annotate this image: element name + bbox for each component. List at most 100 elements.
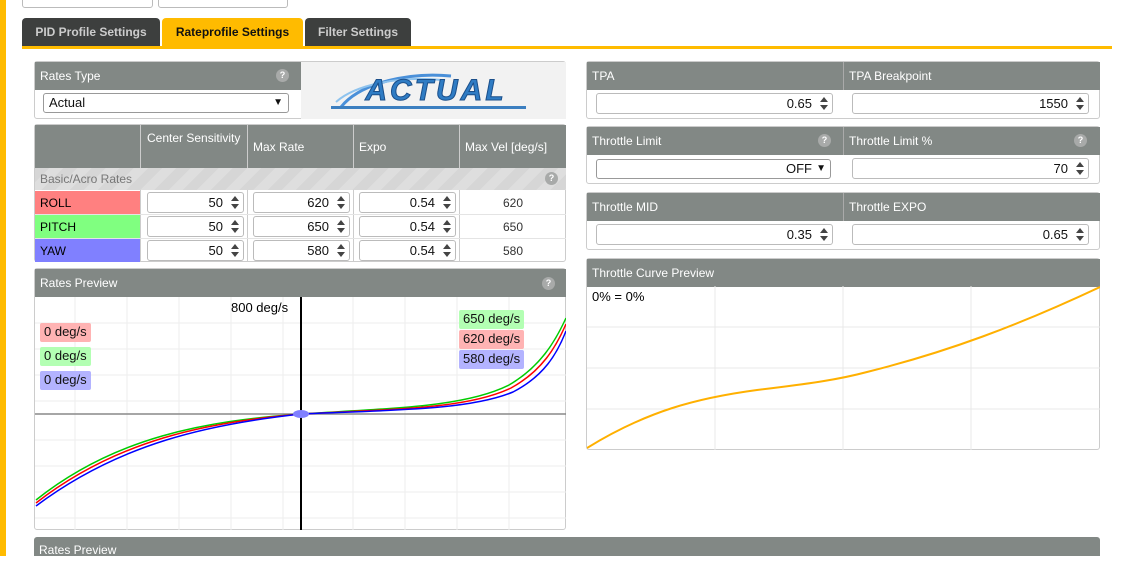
left-label: 0 deg/s [40, 371, 91, 390]
tab[interactable]: PID Profile Settings [22, 18, 160, 46]
help-icon[interactable]: ? [818, 134, 831, 147]
throttle-mid-box: Throttle MID 0.35 Throttle EXPO 0.65 [586, 192, 1100, 250]
help-icon[interactable]: ? [276, 69, 289, 82]
number-input[interactable]: 70 [852, 158, 1089, 179]
header: Throttle EXPO [843, 193, 1100, 221]
number-input[interactable]: 580 [253, 240, 350, 261]
max-vel: 620 [502, 196, 524, 210]
rates-table: Center Sensitivity Max Rate Expo Max Vel… [34, 124, 566, 262]
number-input[interactable]: 50 [147, 216, 244, 237]
spinner[interactable] [1076, 162, 1084, 175]
header: Throttle Curve Preview [587, 259, 1100, 287]
tab[interactable]: Filter Settings [305, 18, 411, 46]
input-value: 0.65 [1042, 227, 1068, 242]
logo-graphic: ACTUAL [331, 74, 526, 109]
top-button[interactable] [158, 0, 288, 8]
spinner[interactable] [1076, 97, 1084, 110]
col-divider [247, 125, 248, 262]
input-value: 0.54 [409, 219, 435, 234]
row-divider [35, 238, 566, 239]
number-input[interactable]: 1550 [852, 93, 1089, 114]
spinner[interactable] [337, 244, 345, 257]
spinner[interactable] [443, 220, 451, 233]
spinner[interactable] [1076, 228, 1084, 241]
input-value: 0.65 [786, 96, 812, 111]
header: Throttle Limit % [843, 127, 1100, 155]
input-value: 50 [208, 195, 223, 210]
number-input[interactable]: 0.54 [359, 240, 456, 261]
spinner[interactable] [443, 244, 451, 257]
tpa-box: TPA 0.65 TPA Breakpoint 1550 [586, 61, 1100, 119]
title: Rates Preview [39, 543, 117, 557]
title: Throttle Curve Preview [592, 266, 715, 280]
section-label: Basic/Acro Rates [40, 172, 133, 186]
number-input[interactable]: 620 [253, 192, 350, 213]
max-vel: 650 [502, 220, 524, 234]
spinner[interactable] [231, 196, 239, 209]
input-value: 70 [1053, 161, 1068, 176]
spinner[interactable] [337, 220, 345, 233]
number-input[interactable]: 650 [253, 216, 350, 237]
table-header [35, 125, 566, 168]
left-label: 0 deg/s [40, 347, 91, 366]
number-input[interactable]: 0.35 [596, 224, 833, 245]
input-value: 0.54 [409, 243, 435, 258]
throttle-curve: Throttle Curve Preview 0% = 0% [586, 258, 1100, 450]
arrow: ▼ [273, 97, 283, 108]
spinner[interactable] [231, 244, 239, 257]
number-input[interactable]: 0.65 [852, 224, 1089, 245]
label: Throttle MID [592, 200, 659, 214]
max-vel: 580 [502, 244, 524, 258]
right-label: 580 deg/s [459, 350, 525, 369]
label: Rates Type [40, 69, 101, 83]
rates-type-select[interactable]: Actual ▼ [43, 93, 289, 113]
logo-text: ACTUAL [364, 74, 506, 107]
tab-underline [22, 46, 1112, 49]
title: Rates Preview [40, 276, 118, 290]
col-divider [459, 125, 460, 262]
section-row [35, 168, 566, 190]
spinner[interactable] [820, 97, 828, 110]
help-icon[interactable]: ? [542, 277, 555, 290]
number-input[interactable]: 50 [147, 192, 244, 213]
rates-preview: Rates Preview ? 800 deg/s 0 deg/s 0 deg/… [34, 268, 566, 530]
col-divider [353, 125, 354, 262]
header: TPA [587, 62, 843, 90]
spinner[interactable] [337, 196, 345, 209]
right-label: 650 deg/s [459, 310, 525, 329]
select-value: Actual [49, 95, 86, 110]
spinner[interactable] [820, 228, 828, 241]
label: Throttle Limit % [849, 134, 933, 148]
col-header: Max Rate [253, 140, 305, 154]
tab-active[interactable]: Rateprofile Settings [162, 18, 303, 46]
input-value: 620 [307, 195, 329, 210]
curve-label: 0% = 0% [592, 289, 645, 304]
arrow: ▼ [816, 163, 826, 174]
col-header: Center Sensitivity [147, 131, 241, 145]
right-label: 620 deg/s [459, 330, 525, 349]
row-divider [35, 214, 566, 215]
number-input[interactable]: 0.65 [596, 93, 833, 114]
spinner[interactable] [443, 196, 451, 209]
help-icon[interactable]: ? [545, 172, 558, 185]
input-value: 0.35 [786, 227, 812, 242]
number-input[interactable]: 50 [147, 240, 244, 261]
axis-cell: ROLL [35, 191, 140, 214]
col-header: Expo [359, 140, 387, 154]
spinner[interactable] [231, 220, 239, 233]
header: Throttle MID [587, 193, 843, 221]
input-value: 0.54 [409, 195, 435, 210]
number-input[interactable]: 0.54 [359, 216, 456, 237]
label: Throttle Limit [592, 134, 662, 148]
axis-cell: PITCH [35, 215, 140, 238]
select[interactable]: OFF ▼ [596, 159, 831, 179]
label: Throttle EXPO [849, 200, 927, 214]
curve-plot [587, 286, 1100, 450]
input-value: 650 [307, 219, 329, 234]
axis-label: PITCH [40, 220, 76, 234]
throttle-limit-box: Throttle Limit? OFF ▼ Throttle Limit %? 70 [586, 126, 1100, 184]
input-value: 580 [307, 243, 329, 258]
number-input[interactable]: 0.54 [359, 192, 456, 213]
help-icon[interactable]: ? [1074, 134, 1087, 147]
top-button[interactable] [22, 0, 153, 8]
